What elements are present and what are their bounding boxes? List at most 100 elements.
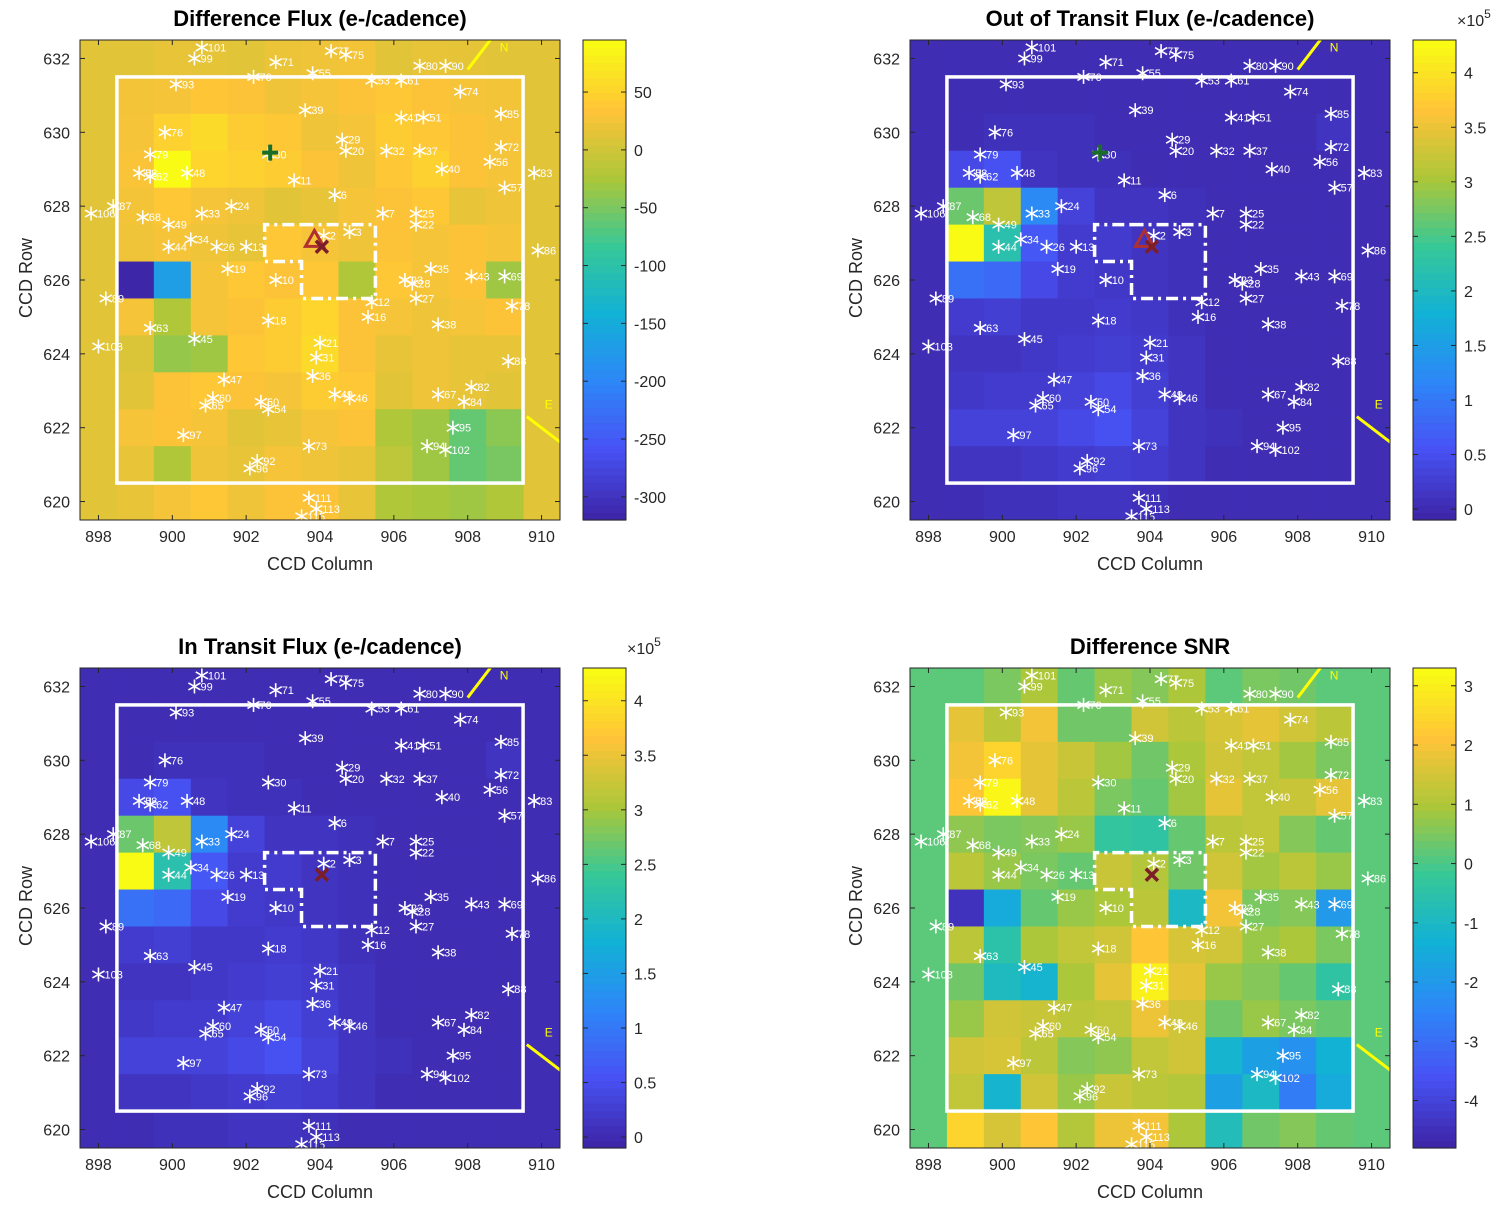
pixel-cell [946,778,985,817]
star-label: 50 [267,1025,279,1037]
y-tick-label: 626 [43,273,70,290]
star-marker: 31 [1139,350,1165,365]
colorbar-segment [583,773,626,782]
pixel-cell [264,76,303,115]
pixel-cell [227,778,266,817]
star-marker: 51 [416,110,442,125]
pixel-cell [338,409,376,447]
colorbar-segment [583,1095,626,1104]
pixel-cell [1020,889,1059,927]
x-tick-label: 908 [454,529,481,546]
star-marker: 36 [1136,997,1161,1011]
pixel-cell [264,1037,303,1075]
star-label: 54 [274,404,286,416]
pixel-cell [227,40,266,78]
pixel-cell [1168,704,1206,743]
colorbar-segment [1413,505,1456,514]
star-label: 88 [1344,984,1356,996]
pixel-cell [190,1111,229,1148]
colorbar-segment [583,863,626,872]
star-label: 87 [119,829,131,841]
star-label: 67 [1274,389,1286,401]
star-marker: 27 [1239,919,1264,934]
colorbar-tick-label: 0.5 [634,1076,656,1093]
star-marker: 69 [498,897,523,912]
pixel-cell [190,926,229,964]
star-label: 96 [256,463,268,475]
colorbar-segment [1413,475,1456,484]
pixel-cell [190,815,229,854]
star-label: 79 [986,149,998,161]
pixel-cell [117,1148,154,1185]
star-marker: 80 [413,686,438,701]
pixel-cell [338,113,376,152]
star-label: 89 [112,293,124,305]
star-label: 83 [1370,168,1382,180]
pixel-cell [983,778,1022,817]
star-marker: 12 [365,923,390,938]
pixel-cell [1279,40,1317,78]
star-label: 24 [1067,201,1079,213]
star-marker: 97 [1006,428,1032,443]
star-marker: 6 [328,188,347,203]
star-marker: 72 [494,140,519,155]
star-label: 48 [1023,796,1035,808]
colorbar-segment [583,713,626,722]
star-marker: 21 [313,335,338,350]
star-marker: 33 [1025,206,1050,221]
star-label: 103 [934,969,952,981]
star-label: 24 [237,201,249,213]
star-marker: 102 [439,442,470,457]
pixel-cell [1168,335,1206,373]
star-marker: 106 [914,834,945,849]
pixel-cell [190,187,229,226]
pixel-cell [1094,372,1133,410]
pixel-cell [1242,224,1280,263]
star-marker: 7 [1206,206,1225,221]
pixel-cell [1020,76,1059,115]
star-marker: 89 [99,291,124,306]
star-label: 75 [352,50,364,62]
star-marker: 49 [162,845,187,860]
star-label: 97 [1019,430,1031,442]
star-label: 43 [1307,899,1319,911]
star-label: 28 [418,279,430,291]
colorbar-segment [1413,1043,1456,1052]
pixel-cell [1020,963,1059,1001]
x-tick-label: 902 [233,1157,260,1174]
colorbar-segment [1413,302,1456,311]
pixel-cell [449,150,487,189]
north-label: N [500,669,509,683]
colorbar-segment [583,362,626,371]
pixel-cell [153,668,192,706]
star-marker: 73 [302,1067,327,1082]
pixel-cell [190,963,229,1001]
star-marker: 56 [483,782,508,797]
pixel-cell [1094,926,1133,964]
pixel-cell [1131,298,1169,336]
colorbar-segment [583,295,626,304]
star-marker: 89 [929,919,954,934]
star-label: 30 [274,777,286,789]
colorbar-multiplier: ×105 [627,635,661,658]
colorbar-segment [583,855,626,864]
star-marker: 84 [1287,1022,1312,1037]
pixel-cell [1242,926,1280,964]
pixel-cell [190,113,229,152]
colorbar-segment [1413,152,1456,161]
pixel-cell [1168,1111,1206,1148]
star-label: 106 [927,837,945,849]
star-marker: 76 [158,753,183,768]
pixel-cell [190,409,229,447]
star-marker: 83 [527,165,552,180]
star-marker: 26 [1040,239,1065,254]
colorbar-segment [1413,325,1456,334]
star-marker: 67 [1261,387,1286,402]
pixel-cell [338,224,376,263]
star-marker: 46 [343,1019,368,1034]
star-label: 16 [1204,312,1216,324]
star-marker: 18 [261,941,287,956]
star-label: 113 [322,504,340,516]
pixel-cell [1020,335,1059,373]
star-label: 101 [1038,670,1056,682]
